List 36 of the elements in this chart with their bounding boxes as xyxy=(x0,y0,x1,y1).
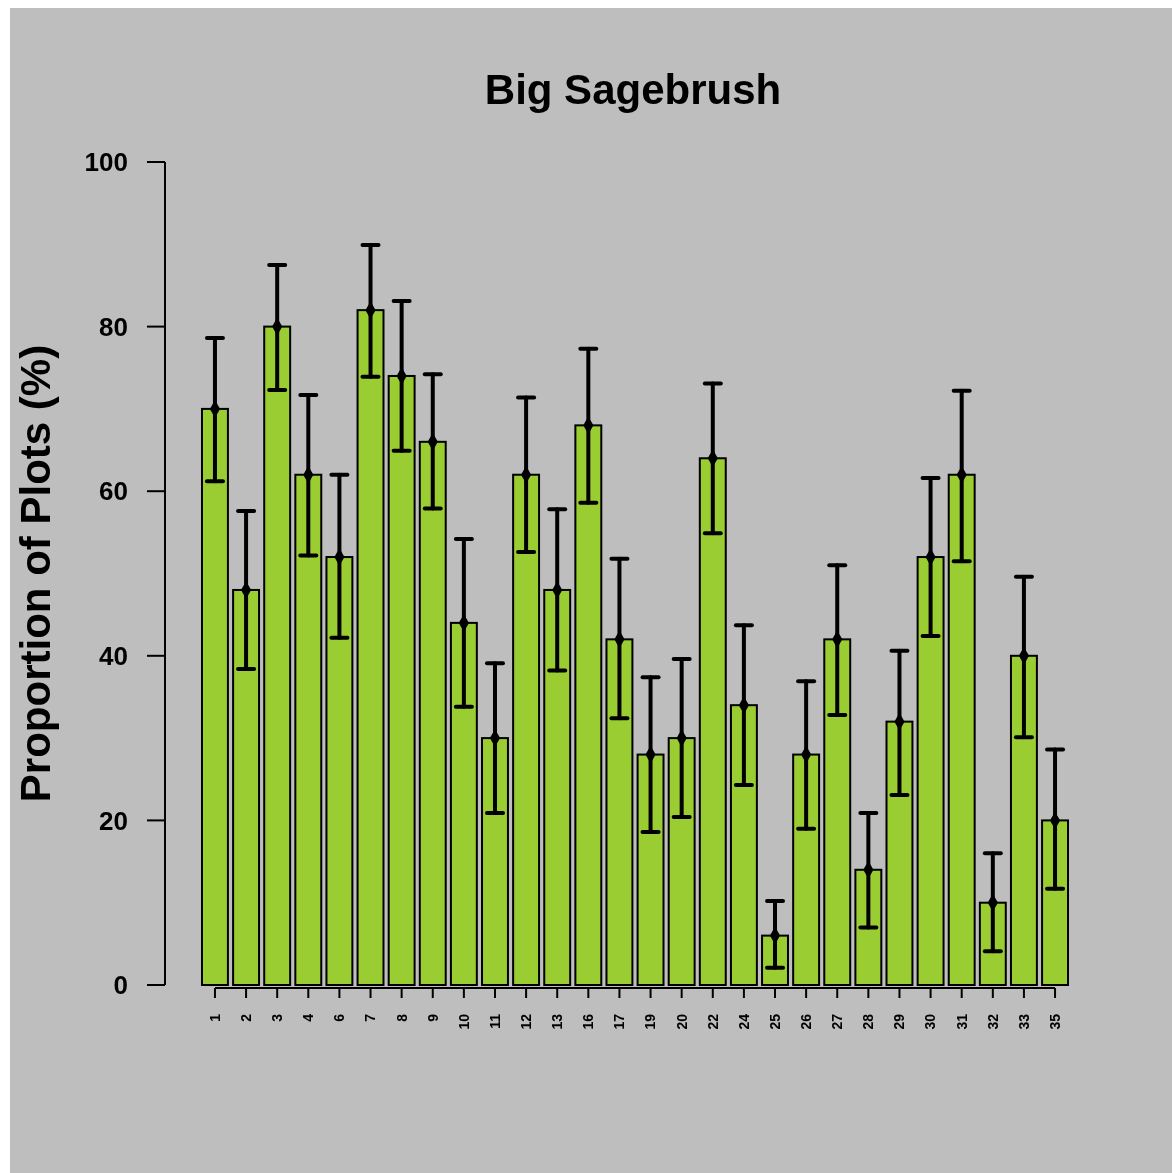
x-tick-label: 16 xyxy=(580,1013,597,1030)
x-tick-label: 35 xyxy=(1046,1013,1063,1030)
x-tick-label: 13 xyxy=(549,1013,566,1030)
x-tick-label: 29 xyxy=(891,1013,908,1030)
x-tick-label: 22 xyxy=(704,1013,721,1030)
chart-title: Big Sagebrush xyxy=(484,66,782,113)
x-tick-label: 9 xyxy=(424,1013,441,1022)
x-tick-label: 7 xyxy=(362,1013,379,1022)
x-tick-label: 30 xyxy=(922,1013,939,1030)
x-tick-label: 27 xyxy=(829,1013,846,1030)
y-tick-label: 20 xyxy=(99,805,128,836)
x-tick-label: 17 xyxy=(611,1013,628,1030)
x-tick-label: 3 xyxy=(269,1013,286,1022)
x-tick-label: 19 xyxy=(642,1013,659,1030)
x-tick-label: 10 xyxy=(455,1013,472,1030)
x-tick-label: 24 xyxy=(735,1013,752,1030)
x-tick-label: 25 xyxy=(766,1013,783,1030)
x-tick-label: 4 xyxy=(300,1013,317,1022)
x-tick-label: 8 xyxy=(393,1013,410,1022)
x-tick-label: 32 xyxy=(984,1013,1001,1030)
y-tick-label: 80 xyxy=(99,311,128,342)
y-tick-label: 40 xyxy=(99,640,128,671)
y-tick-label: 0 xyxy=(113,970,128,1001)
x-tick-label: 31 xyxy=(953,1013,970,1030)
x-tick-label: 1 xyxy=(206,1013,223,1022)
x-tick-label: 11 xyxy=(486,1013,503,1029)
x-tick-label: 12 xyxy=(518,1013,534,1030)
x-tick-label: 2 xyxy=(237,1013,254,1022)
x-tick-label: 28 xyxy=(860,1013,877,1030)
x-tick-label: 33 xyxy=(1015,1013,1032,1030)
x-tick-label: 20 xyxy=(673,1013,690,1030)
y-axis-title: Proportion of Plots (%) xyxy=(12,344,59,803)
y-tick-label: 100 xyxy=(84,147,128,178)
y-tick-label: 60 xyxy=(99,476,128,507)
x-tick-label: 6 xyxy=(331,1013,348,1022)
x-tick-label: 26 xyxy=(798,1013,815,1030)
